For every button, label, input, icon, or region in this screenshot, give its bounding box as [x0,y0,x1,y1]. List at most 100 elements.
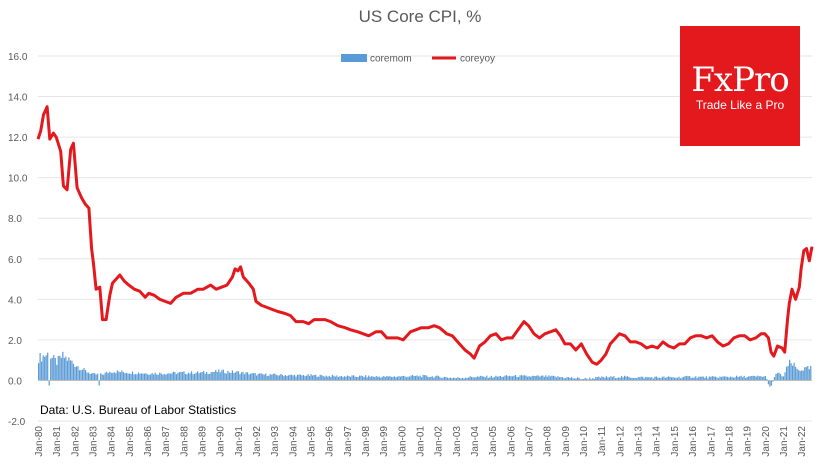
x-tick-label: Jan-96 [325,426,336,457]
coremom-bar [83,368,85,381]
coremom-bar [478,376,480,381]
coremom-bar [767,380,770,385]
x-tick-label: Jan-03 [452,426,463,457]
coremom-bar [65,356,67,381]
coremom-bar [74,366,76,381]
coremom-bar [634,377,636,381]
coremom-bar [116,370,118,381]
coremom-bar [309,375,311,381]
coremom-bar [154,372,156,381]
coremom-bar [299,374,302,381]
coremom-bar [253,373,255,381]
coremom-bar [471,376,473,381]
coremom-bar [295,376,297,381]
coremom-bar [530,376,532,381]
coremom-bar [119,372,121,381]
coremom-bar [168,373,170,381]
coremom-bar [719,376,721,381]
y-tick-label: 10.0 [8,174,28,185]
coremom-bar [425,375,427,381]
coremom-bar [160,373,162,381]
coremom-bar [94,373,96,381]
coremom-bar [422,374,424,381]
coremom-bar [286,375,288,381]
coremom-bar [457,377,459,381]
legend-label-coreyoy: coreyoy [460,54,495,65]
coremom-bar [139,373,141,381]
coremom-bar [433,377,435,381]
coremom-bar [122,372,125,381]
coremom-bar [189,373,191,381]
coremom-bar [669,376,671,381]
coremom-bar [251,373,253,381]
coremom-bar [380,377,382,381]
coremom-bar [496,376,498,381]
coremom-bar [651,377,653,381]
legend-label-coremom: coremom [370,54,412,65]
coremom-bar [504,375,506,381]
coremom-bar [439,376,441,381]
coremom-bar [174,371,176,381]
coremom-bar [702,376,704,381]
coremom-bar [281,374,283,381]
coremom-bar [416,375,418,381]
coremom-bar [342,377,344,381]
coremom-bar [525,375,527,381]
coremom-bar [302,375,305,381]
coremom-bar [754,375,756,381]
coremom-bar [203,371,205,381]
coremom-bar [136,374,138,381]
coremom-bar [190,371,193,381]
coremom-bar [221,370,223,381]
coremom-bar [198,373,200,381]
coremom-bar [616,378,618,381]
coremom-bar [551,375,553,381]
coremom-bar [713,376,715,381]
coremom-bar [679,378,682,381]
coremom-bar [313,374,315,381]
x-tick-label: Jan-21 [779,426,790,457]
coremom-bar [687,376,689,381]
coremom-bar [483,376,485,381]
coremom-bar [277,375,279,381]
coremom-bar [776,373,779,381]
y-tick-label: 6.0 [8,255,22,266]
coremom-bar [78,370,81,381]
coremom-bar [222,369,224,381]
coremom-bar [748,376,750,381]
x-tick-label: Jan-22 [797,426,808,457]
coremom-bar [77,366,79,381]
coremom-bar [561,377,564,381]
coremom-bar [142,373,144,381]
coremom-bar [451,378,453,381]
coremom-bar [587,379,589,381]
coremom-bar [177,372,179,381]
coremom-bar [272,373,274,381]
coremom-bar [643,378,645,381]
coremom-bar [626,376,629,381]
coremom-bar [586,378,588,381]
coremom-bar [648,377,650,381]
coremom-bar [104,372,106,381]
coremom-bar [475,377,477,381]
coremom-bar [695,376,697,381]
coremom-bar [381,376,383,381]
coremom-bar [413,376,415,381]
coremom-bar [766,379,768,381]
coremom-bar [196,371,199,381]
coreyoy-series [36,105,814,366]
coremom-bar [572,378,574,381]
coremom-bar [646,377,648,381]
coremom-bar [729,376,732,381]
coremom-bar [346,375,349,381]
coremom-bar [257,373,259,381]
coremom-bar [613,375,615,381]
logo-tagline: Trade Like a Pro [695,98,785,112]
coremom-bar [631,377,633,381]
coremom-bar [735,375,738,381]
coremom-bar [290,374,293,381]
coremom-bar [474,377,476,381]
coremom-bar [45,355,47,381]
coremom-bar [810,365,812,381]
coremom-bar [798,370,800,381]
